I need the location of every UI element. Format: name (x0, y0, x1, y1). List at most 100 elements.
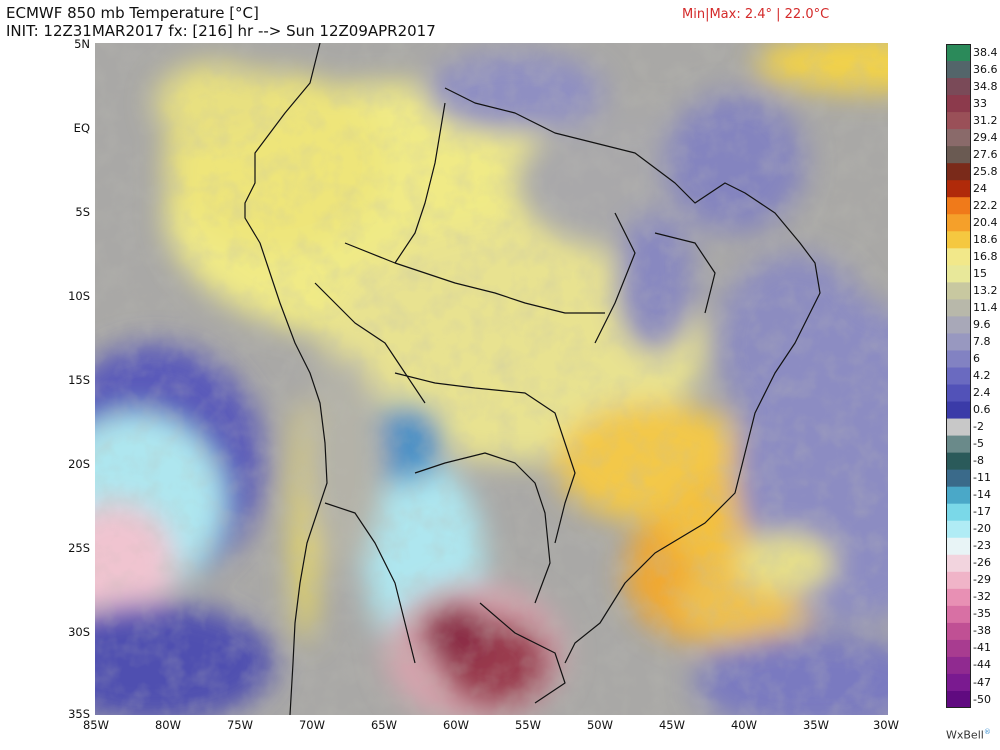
lon-tick-label: 55W (514, 718, 541, 732)
colorbar-swatch (946, 639, 971, 658)
colorbar-tick-label: -17 (973, 505, 991, 519)
colorbar-border (946, 44, 971, 708)
colorbar-swatch (946, 554, 971, 573)
colorbar-tick-label: -20 (973, 522, 991, 536)
lat-tick-label: 5S (75, 205, 90, 219)
lat-tick-label: 25S (68, 541, 90, 555)
colorbar-swatch (946, 248, 971, 266)
colorbar-swatch (946, 537, 971, 556)
colorbar-swatch (946, 690, 971, 708)
colorbar-swatch (946, 673, 971, 692)
init-forecast-line: INIT: 12Z31MAR2017 fx: [216] hr --> Sun … (6, 22, 436, 40)
colorbar-swatch (946, 401, 971, 420)
lat-tick-label: 10S (68, 289, 90, 303)
lon-tick-label: 80W (154, 718, 181, 732)
lon-tick-label: 70W (298, 718, 325, 732)
field-texture (95, 43, 888, 715)
registered-mark: ® (983, 728, 991, 736)
colorbar-tick-label: -29 (973, 573, 991, 587)
colorbar-tick-label: -11 (973, 471, 991, 485)
map-field-svg (95, 43, 888, 715)
colorbar-swatch (946, 197, 971, 215)
colorbar-swatch (946, 163, 971, 181)
colorbar-tick-label: 33 (973, 96, 987, 110)
colorbar-tick-label: 34.8 (973, 79, 998, 93)
colorbar-tick-label: 36.6 (973, 62, 998, 76)
colorbar-tick-label: 27.6 (973, 147, 998, 161)
colorbar-swatch (946, 350, 971, 369)
colorbar-svg (946, 44, 971, 708)
colorbar-tick-label: -50 (973, 692, 991, 706)
lat-tick-label: 15S (68, 373, 90, 387)
colorbar-swatch (946, 588, 971, 607)
colorbar-tick-label: 22.2 (973, 198, 998, 212)
lat-tick-label: 20S (68, 457, 90, 471)
colorbar-tick-label: -41 (973, 641, 991, 655)
colorbar-swatch (946, 78, 971, 96)
colorbar-tick-label: -35 (973, 607, 991, 621)
colorbar-tick-label: 24 (973, 181, 987, 195)
colorbar-tick-label: 38.4 (973, 45, 998, 59)
lon-tick-label: 65W (370, 718, 397, 732)
colorbar-swatch (946, 605, 971, 624)
colorbar (946, 44, 971, 708)
colorbar-swatch (946, 520, 971, 539)
colorbar-tick-label: -32 (973, 590, 991, 604)
colorbar-swatch (946, 418, 971, 437)
temperature-map[interactable] (95, 43, 888, 715)
colorbar-swatch (946, 435, 971, 454)
colorbar-tick-label: 7.8 (973, 334, 991, 348)
colorbar-swatch (946, 61, 971, 79)
colorbar-tick-label: 20.4 (973, 215, 998, 229)
colorbar-swatch (946, 571, 971, 590)
colorbar-swatch (946, 95, 971, 113)
colorbar-tick-label: -47 (973, 675, 991, 689)
colorbar-tick-label: 15 (973, 266, 987, 280)
colorbar-swatch (946, 452, 971, 471)
colorbar-tick-label: 0.6 (973, 403, 991, 417)
colorbar-swatch (946, 469, 971, 488)
colorbar-tick-label: 31.2 (973, 113, 998, 127)
colorbar-swatch (946, 622, 971, 641)
colorbar-tick-label: -5 (973, 437, 984, 451)
colorbar-tick-label: -44 (973, 658, 991, 672)
lon-tick-label: 45W (658, 718, 685, 732)
colorbar-tick-label: 6 (973, 352, 980, 365)
lat-tick-label: 5N (74, 37, 90, 51)
colorbar-swatch (946, 265, 971, 283)
colorbar-swatch (946, 180, 971, 198)
lon-tick-label: 35W (802, 718, 829, 732)
colorbar-swatch (946, 129, 971, 147)
colorbar-tick-label: 13.2 (973, 283, 998, 297)
colorbar-tick-label: -14 (973, 488, 991, 502)
colorbar-swatch (946, 299, 971, 318)
colorbar-tick-label: 16.8 (973, 249, 998, 263)
colorbar-tick-label: 29.4 (973, 130, 998, 144)
colorbar-swatch (946, 486, 971, 505)
min-max-readout: Min|Max: 2.4° | 22.0°C (682, 7, 830, 22)
lat-tick-label: 35S (68, 707, 90, 721)
colorbar-swatch (946, 231, 971, 249)
lon-tick-label: 85W (82, 718, 109, 732)
colorbar-tick-label: -26 (973, 556, 991, 570)
colorbar-swatch (946, 214, 971, 232)
colorbar-tick-label: 25.8 (973, 164, 998, 178)
colorbar-tick-label: -38 (973, 624, 991, 638)
colorbar-swatch (946, 656, 971, 675)
lon-tick-label: 40W (730, 718, 757, 732)
colorbar-swatch (946, 384, 971, 403)
lon-tick-label: 30W (872, 718, 899, 732)
colorbar-tick-label: 9.6 (973, 317, 991, 331)
colorbar-swatch (946, 44, 971, 62)
lat-tick-label: EQ (73, 121, 90, 135)
colorbar-swatch (946, 282, 971, 300)
lon-tick-label: 60W (442, 718, 469, 732)
colorbar-tick-label: 18.6 (973, 232, 998, 246)
wxbell-logo: WxBell® (946, 728, 991, 742)
colorbar-tick-label: -2 (973, 420, 984, 434)
lon-tick-label: 75W (226, 718, 253, 732)
credit-text: WxBell (946, 728, 984, 742)
chart-title: ECMWF 850 mb Temperature [°C] (6, 4, 259, 22)
colorbar-tick-label: 2.4 (973, 386, 991, 399)
lat-tick-label: 30S (68, 625, 90, 639)
